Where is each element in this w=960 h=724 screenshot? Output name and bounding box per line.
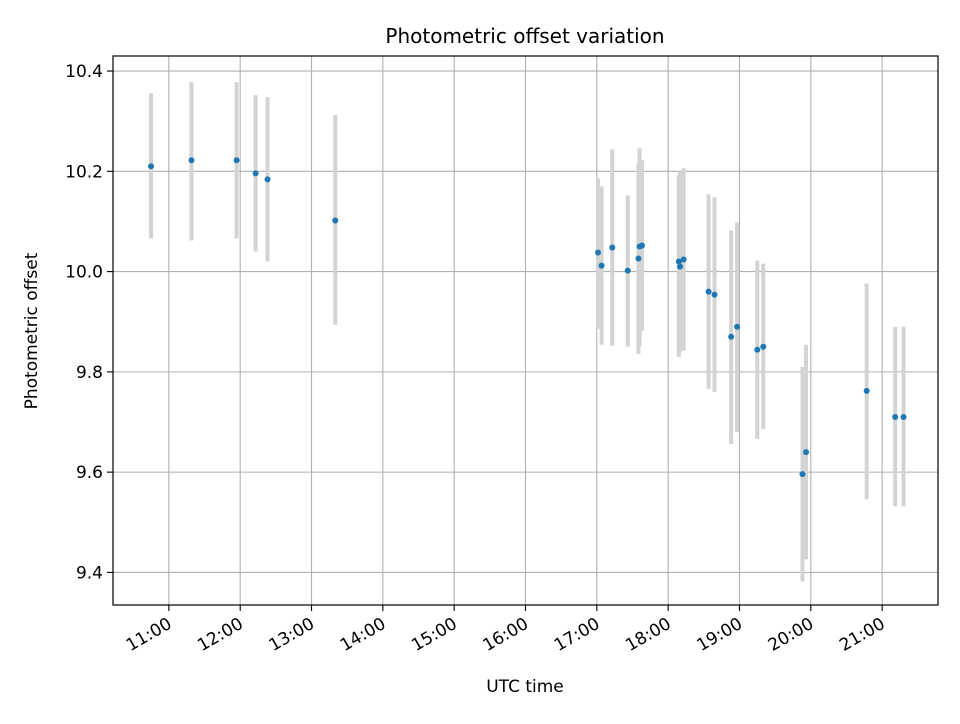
chart-title: Photometric offset variation: [385, 24, 664, 48]
data-point: [264, 176, 271, 183]
data-point: [598, 262, 605, 269]
data-point: [677, 263, 684, 270]
data-point: [638, 242, 645, 249]
y-tick-label: 10.4: [65, 62, 103, 82]
data-point: [863, 387, 870, 394]
data-point: [734, 323, 741, 330]
data-point: [233, 157, 240, 164]
data-point: [635, 255, 642, 262]
data-point: [624, 267, 631, 274]
y-axis-ticks: 9.4 9.6 9.8 10.0 10.2 10.4: [65, 62, 113, 583]
data-point: [595, 249, 602, 256]
y-tick-label: 9.4: [76, 563, 103, 583]
data-point: [900, 413, 907, 420]
data-point: [799, 471, 806, 478]
data-point: [760, 343, 767, 350]
x-axis-label: UTC time: [486, 677, 564, 697]
y-tick-label: 10.0: [65, 263, 103, 283]
data-point: [711, 291, 718, 298]
data-point: [728, 333, 735, 340]
data-point: [675, 258, 682, 265]
y-tick-label: 10.2: [65, 162, 103, 182]
data-point: [754, 346, 761, 353]
data-point: [705, 288, 712, 295]
y-tick-label: 9.8: [76, 363, 103, 383]
data-point: [680, 256, 687, 263]
data-point: [148, 163, 155, 170]
markers: [148, 157, 907, 478]
data-point: [609, 244, 616, 251]
data-point: [188, 157, 195, 164]
data-point: [892, 413, 899, 420]
y-axis-label: Photometric offset: [22, 252, 42, 409]
data-point: [332, 217, 339, 224]
data-point: [803, 449, 810, 456]
y-tick-label: 9.6: [76, 463, 103, 483]
data-point: [252, 170, 259, 177]
